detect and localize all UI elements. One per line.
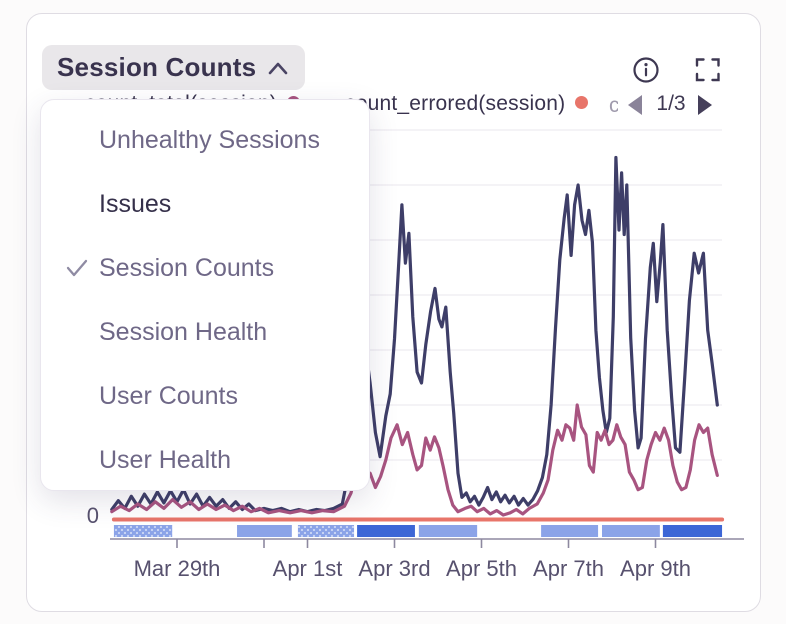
chevron-right-icon xyxy=(698,95,712,115)
chevron-up-icon xyxy=(268,62,288,74)
legend-item[interactable]: count_errored(session) xyxy=(345,92,589,116)
series-line-series-crimson xyxy=(110,403,719,517)
release-strip-segment-hatch xyxy=(113,525,173,537)
menu-item-issues[interactable]: Issues xyxy=(41,172,369,236)
menu-item-unhealthy-sessions[interactable]: Unhealthy Sessions xyxy=(41,108,369,172)
legend-page-indicator: 1/3 xyxy=(656,92,686,115)
x-tick-label: Apr 1st xyxy=(273,556,343,581)
info-icon xyxy=(633,57,659,83)
y-axis-zero-label: 0 xyxy=(87,503,99,528)
menu-item-user-health[interactable]: User Health xyxy=(41,428,369,492)
menu-item-label: User Counts xyxy=(99,381,238,410)
release-strip-segment[interactable] xyxy=(601,525,660,537)
menu-item-label: Issues xyxy=(99,189,172,218)
release-strip-segment[interactable] xyxy=(357,525,415,537)
check-icon xyxy=(66,259,88,277)
legend-overflow-fragment: c xyxy=(609,94,618,114)
legend-color-dot xyxy=(575,95,589,109)
x-tick-label: Apr 3rd xyxy=(358,556,430,581)
menu-item-label: Unhealthy Sessions xyxy=(99,125,320,154)
x-tick-label: Mar 29th xyxy=(134,556,221,581)
x-tick-label: Apr 9th xyxy=(620,556,691,581)
release-strip-segment-hatch xyxy=(297,525,355,537)
menu-item-label: Session Health xyxy=(99,317,268,346)
fullscreen-icon xyxy=(695,58,720,82)
release-strip-segment[interactable] xyxy=(237,525,292,537)
menu-item-session-health[interactable]: Session Health xyxy=(41,300,369,364)
metric-selector-label: Session Counts xyxy=(57,52,257,82)
menu-item-label: User Health xyxy=(99,445,231,474)
menu-item-session-counts[interactable]: Session Counts xyxy=(41,236,369,300)
metric-selector-button[interactable]: Session Counts xyxy=(42,45,306,90)
menu-item-user-counts[interactable]: User Counts xyxy=(41,364,369,428)
release-strip-segment[interactable] xyxy=(662,525,723,537)
x-tick-label: Apr 5th xyxy=(446,556,517,581)
info-button[interactable] xyxy=(632,56,660,84)
menu-item-label: Session Counts xyxy=(99,253,275,282)
metric-dropdown-menu: Unhealthy Sessions Issues Session Counts Se… xyxy=(40,99,370,491)
x-tick-label: Apr 7th xyxy=(533,556,604,581)
legend-prev-page-button[interactable] xyxy=(624,93,646,117)
legend-item-label: count_errored(session) xyxy=(345,92,566,115)
chevron-left-icon xyxy=(628,95,642,115)
legend-next-page-button[interactable] xyxy=(694,93,716,117)
fullscreen-button[interactable] xyxy=(694,56,722,84)
release-strip-segment[interactable] xyxy=(541,525,599,537)
release-strip-segment[interactable] xyxy=(418,525,478,537)
